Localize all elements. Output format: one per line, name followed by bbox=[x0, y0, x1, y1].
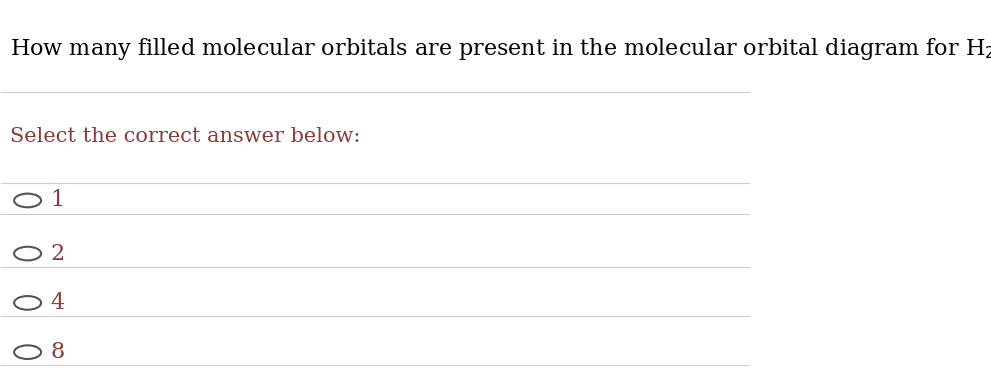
Text: 8: 8 bbox=[51, 341, 64, 363]
Text: 2: 2 bbox=[51, 243, 64, 265]
Text: Select the correct answer below:: Select the correct answer below: bbox=[10, 126, 361, 146]
Text: 1: 1 bbox=[51, 189, 64, 212]
Text: 4: 4 bbox=[51, 292, 64, 314]
Text: How many filled molecular orbitals are present in the molecular orbital diagram : How many filled molecular orbitals are p… bbox=[10, 36, 991, 62]
